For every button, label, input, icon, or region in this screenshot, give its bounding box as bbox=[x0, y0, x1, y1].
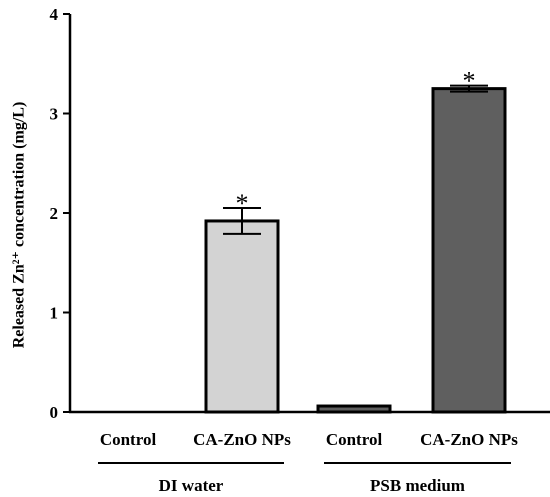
y-tick-label: 1 bbox=[50, 304, 59, 323]
y-axis-label: Released Zn²⁺ concentration (mg/L) bbox=[11, 102, 28, 349]
y-tick-label: 2 bbox=[50, 204, 59, 223]
y-tick-label: 0 bbox=[50, 403, 59, 422]
bar bbox=[316, 404, 392, 414]
significance-marker: * bbox=[463, 67, 476, 96]
y-tick-label: 4 bbox=[50, 5, 59, 24]
bar bbox=[204, 219, 280, 414]
y-tick-label: 3 bbox=[50, 105, 59, 124]
x-tick-label: Control bbox=[326, 430, 383, 449]
x-tick-label: CA-ZnO NPs bbox=[193, 430, 291, 449]
group-label: DI water bbox=[159, 476, 224, 495]
group-label: PSB medium bbox=[370, 476, 465, 495]
bar bbox=[431, 87, 507, 414]
x-tick-label: CA-ZnO NPs bbox=[420, 430, 518, 449]
x-tick-label: Control bbox=[100, 430, 157, 449]
significance-marker: * bbox=[236, 189, 249, 218]
